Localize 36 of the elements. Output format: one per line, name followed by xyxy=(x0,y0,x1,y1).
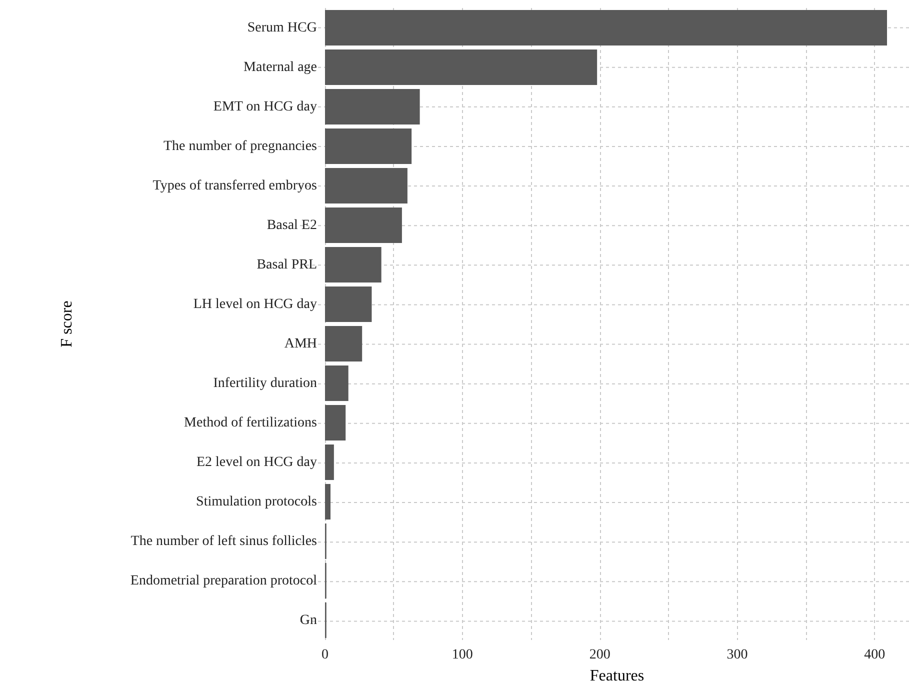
bar xyxy=(325,484,330,520)
y-axis-title: F score xyxy=(58,300,76,348)
bar xyxy=(325,246,382,283)
x-tick-label: 400 xyxy=(864,648,886,662)
x-axis-title: Features xyxy=(590,668,644,684)
y-tick-label: The number of pregnancies xyxy=(163,138,317,154)
y-tick-label: AMH xyxy=(284,336,317,352)
y-tick-label: EMT on HCG day xyxy=(213,99,317,114)
x-tick-label: 100 xyxy=(452,648,473,662)
x-tick-label: 200 xyxy=(589,648,610,662)
bar xyxy=(325,444,334,480)
bar xyxy=(325,168,408,204)
bar xyxy=(325,404,346,441)
bar xyxy=(325,88,420,125)
x-tick-label: 300 xyxy=(726,648,748,662)
bar xyxy=(325,49,598,86)
bar xyxy=(325,326,362,362)
y-tick-label: Stimulation protocols xyxy=(196,494,317,510)
y-tick-label: Types of transferred embryos xyxy=(152,178,317,194)
y-tick-label: The number of left sinus follicles xyxy=(130,534,317,549)
y-tick-label: Method of fertilizations xyxy=(184,415,317,430)
y-tick-label: Gn xyxy=(300,612,317,628)
bar xyxy=(325,128,412,164)
y-tick-label: LH level on HCG day xyxy=(193,296,317,312)
y-tick-label: Maternal age xyxy=(244,60,317,75)
x-tick-label: 0 xyxy=(322,648,328,662)
y-tick-label: Serum HCG xyxy=(247,20,317,36)
bar xyxy=(325,207,402,244)
bar xyxy=(325,10,888,46)
y-tick-label: Endometrial preparation protocol xyxy=(130,573,318,588)
y-tick-label: Basal PRL xyxy=(256,257,317,272)
bar xyxy=(325,365,348,402)
y-tick-label: Infertility duration xyxy=(213,376,317,391)
y-tick-label: Basal E2 xyxy=(266,218,317,233)
y-tick-label: E2 level on HCG day xyxy=(196,454,317,470)
bar xyxy=(325,286,372,322)
